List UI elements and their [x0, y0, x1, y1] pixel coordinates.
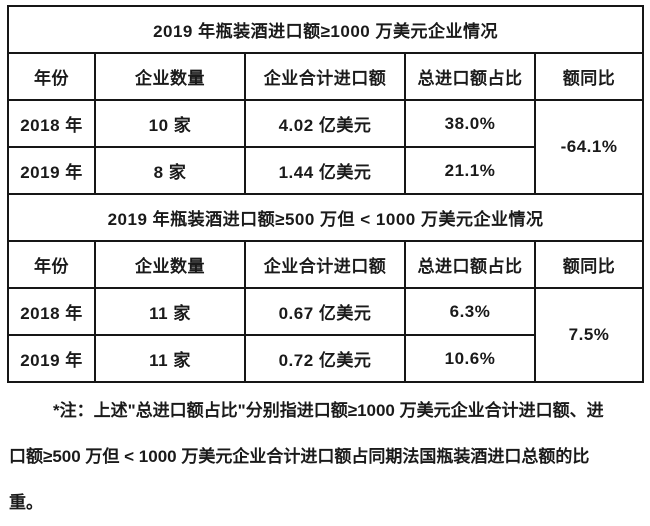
- footnote-line-1: *注：上述"总进口额占比"分别指进口额≥1000 万美元企业合计进口额、进: [53, 401, 604, 420]
- company-count-cell: 8 家: [94, 146, 246, 195]
- header-total-import: 企业合计进口额: [244, 52, 406, 101]
- section-2-title: 2019 年瓶装酒进口额≥500 万但 < 1000 万美元企业情况: [6, 193, 645, 242]
- footnote-line-2: 口额≥500 万但 < 1000 万美元企业合计进口额占同期法国瓶装酒进口总额的…: [9, 447, 590, 466]
- table-row: 年份 企业数量 企业合计进口额 总进口额占比 额同比: [7, 52, 645, 101]
- yoy-cell: 7.5%: [533, 287, 645, 383]
- table-row: 2019 年瓶装酒进口额≥1000 万美元企业情况: [6, 5, 645, 54]
- table-row: 年份 企业数量 企业合计进口额 总进口额占比 额同比: [7, 240, 645, 289]
- header-company-count: 企业数量: [94, 240, 246, 289]
- import-share-cell: 6.3%: [404, 287, 536, 336]
- header-yoy: 额同比: [533, 240, 645, 289]
- table-row: 2018 年 10 家 4.02 亿美元 38.0% -64.1%: [7, 99, 645, 195]
- table-row: 2018 年 11 家 0.67 亿美元 6.3% 7.5%: [7, 287, 645, 383]
- table-row: 2019 年 11 家 0.72 亿美元 10.6%: [7, 334, 643, 383]
- year-cell: 2019 年: [7, 146, 96, 195]
- year-cell: 2018 年: [7, 287, 96, 336]
- header-yoy: 额同比: [533, 52, 645, 101]
- import-share-cell: 21.1%: [404, 146, 536, 195]
- table-row: 2019 年瓶装酒进口额≥500 万但 < 1000 万美元企业情况: [6, 193, 645, 242]
- section-1-title: 2019 年瓶装酒进口额≥1000 万美元企业情况: [6, 5, 645, 54]
- yoy-cell: -64.1%: [533, 99, 645, 195]
- header-import-share: 总进口额占比: [404, 52, 536, 101]
- import-companies-table: 2019 年瓶装酒进口额≥1000 万美元企业情况 年份 企业数量 企业合计进口…: [6, 5, 645, 383]
- header-total-import: 企业合计进口额: [244, 240, 406, 289]
- import-amount-cell: 0.67 亿美元: [244, 287, 406, 336]
- header-year: 年份: [7, 52, 96, 101]
- import-amount-cell: 1.44 亿美元: [244, 146, 406, 195]
- header-import-share: 总进口额占比: [404, 240, 536, 289]
- import-amount-cell: 4.02 亿美元: [244, 99, 406, 148]
- import-share-cell: 38.0%: [404, 99, 536, 148]
- company-count-cell: 11 家: [94, 287, 246, 336]
- import-share-cell: 10.6%: [404, 334, 536, 383]
- company-count-cell: 11 家: [94, 334, 246, 383]
- footnote: *注：上述"总进口额占比"分别指进口额≥1000 万美元企业合计进口额、进 口额…: [9, 388, 643, 526]
- year-cell: 2019 年: [7, 334, 96, 383]
- import-amount-cell: 0.72 亿美元: [244, 334, 406, 383]
- header-company-count: 企业数量: [94, 52, 246, 101]
- company-count-cell: 10 家: [94, 99, 246, 148]
- header-year: 年份: [7, 240, 96, 289]
- year-cell: 2018 年: [7, 99, 96, 148]
- footnote-line-3: 重。: [9, 493, 43, 512]
- table-row: 2019 年 8 家 1.44 亿美元 21.1%: [7, 146, 643, 195]
